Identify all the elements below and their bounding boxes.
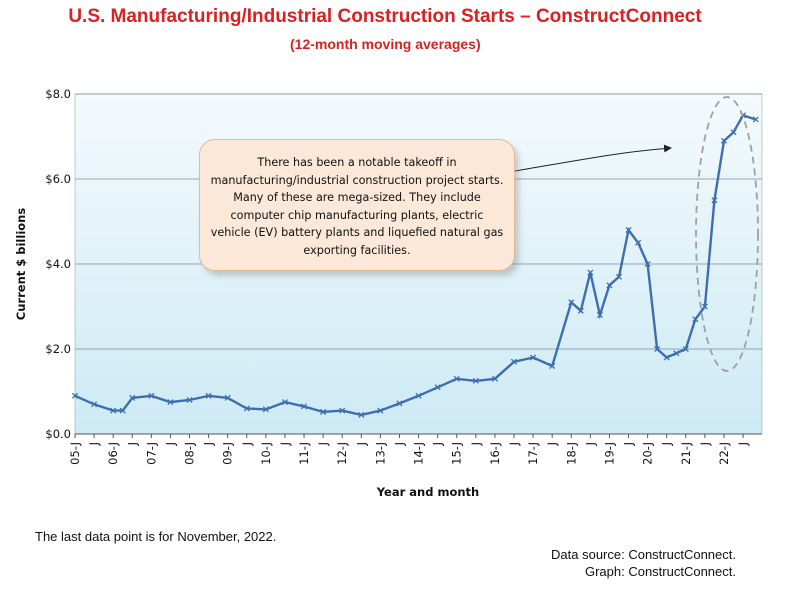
data-point-marker xyxy=(682,345,689,353)
x-tick-label: 16-J xyxy=(488,442,502,465)
data-point-marker xyxy=(377,407,384,414)
x-tick-label: 18-J xyxy=(564,442,578,465)
data-point-marker xyxy=(730,129,737,136)
x-tick-label: J xyxy=(431,442,445,446)
x-tick-label: 13-J xyxy=(373,442,387,465)
data-point-marker xyxy=(568,299,575,306)
source-credits: Data source: ConstructConnect. Graph: Co… xyxy=(551,546,736,580)
data-point-marker xyxy=(205,392,212,399)
x-tick-label: 09-J xyxy=(221,442,235,465)
data-point-marker xyxy=(673,350,680,357)
x-tick-label: 15-J xyxy=(450,442,464,465)
data-point-marker xyxy=(701,303,708,310)
y-tick-label: $0.0 xyxy=(45,427,71,441)
x-tick-label: 05-J xyxy=(68,442,82,465)
x-tick-label: J xyxy=(125,442,139,446)
x-tick-label: 10-J xyxy=(259,442,273,465)
data-point-marker xyxy=(415,392,422,399)
data-point-marker xyxy=(711,197,718,204)
y-tick-label: $4.0 xyxy=(45,257,71,271)
data-point-marker xyxy=(453,375,460,382)
data-point-marker xyxy=(577,307,584,314)
y-tick-label: $2.0 xyxy=(45,342,71,356)
chart-title: U.S. Manufacturing/Industrial Constructi… xyxy=(68,6,702,27)
data-point-marker xyxy=(752,116,759,123)
footnote: The last data point is for November, 202… xyxy=(35,529,277,544)
data-point-marker xyxy=(663,354,670,361)
x-tick-label: J xyxy=(622,442,636,446)
data-point-marker xyxy=(644,260,651,268)
data-point-marker xyxy=(587,269,594,276)
data-point-marker xyxy=(262,406,269,413)
data-point-marker xyxy=(129,394,136,401)
x-tick-label: 07-J xyxy=(144,442,158,465)
data-point-marker xyxy=(119,407,126,414)
y-tick-label: $6.0 xyxy=(45,172,71,186)
x-tick-label: 17-J xyxy=(526,442,540,465)
chart-subtitle: (12-month moving averages) xyxy=(290,36,481,52)
y-tick-label: $8.0 xyxy=(45,87,71,101)
data-point-marker xyxy=(606,282,613,289)
data-point-marker xyxy=(635,239,642,246)
x-tick-label: J xyxy=(163,442,177,446)
data-point-marker xyxy=(596,311,603,319)
data-point-marker xyxy=(281,399,289,406)
data-point-marker xyxy=(358,411,365,418)
x-tick-label: 19-J xyxy=(602,442,616,465)
x-tick-label: J xyxy=(469,442,483,446)
x-axis-label: Year and month xyxy=(376,485,479,499)
data-point-marker xyxy=(434,384,441,391)
data-point-marker xyxy=(148,392,155,399)
x-tick-label: J xyxy=(392,442,406,446)
data-point-marker xyxy=(71,392,79,399)
data-point-marker xyxy=(320,408,327,415)
x-tick-label: J xyxy=(240,442,254,446)
x-tick-label: 22-J xyxy=(717,442,731,465)
x-tick-label: J xyxy=(87,442,101,446)
x-tick-label: J xyxy=(660,442,674,446)
x-tick-label: J xyxy=(545,442,559,446)
graph-credit: Graph: ConstructConnect. xyxy=(584,564,736,579)
x-tick-label: J xyxy=(278,442,292,446)
x-tick-label: 06-J xyxy=(106,442,120,465)
data-point-marker xyxy=(186,396,193,404)
data-point-marker xyxy=(530,354,537,361)
data-point-marker xyxy=(300,403,308,410)
data-point-marker xyxy=(224,394,231,401)
data-point-marker xyxy=(110,407,117,414)
x-tick-label: J xyxy=(202,442,216,446)
x-tick-label: J xyxy=(507,442,521,446)
highlight-oval xyxy=(695,96,759,372)
data-point-marker xyxy=(549,362,556,370)
data-point-marker xyxy=(396,400,403,407)
data-point-marker xyxy=(472,377,479,384)
data-point-marker xyxy=(167,399,174,406)
y-axis-label: Current $ billions xyxy=(14,208,28,321)
annotation-callout: There has been a notable takeoff in manu… xyxy=(199,139,515,271)
x-tick-label: J xyxy=(736,442,750,446)
x-tick-label: J xyxy=(316,442,330,446)
x-tick-label: 14-J xyxy=(412,442,426,465)
x-tick-label: 08-J xyxy=(183,442,197,465)
data-point-marker xyxy=(339,407,346,414)
data-point-marker xyxy=(491,375,498,382)
x-tick-label: J xyxy=(698,442,712,446)
callout-arrow xyxy=(514,144,672,172)
data-point-marker xyxy=(243,405,250,412)
x-tick-label: J xyxy=(583,442,597,446)
data-point-marker xyxy=(654,345,661,353)
data-point-marker xyxy=(510,358,518,365)
data-point-marker xyxy=(91,401,98,408)
data-point-marker xyxy=(615,273,623,280)
data-point-marker xyxy=(625,226,632,234)
x-tick-label: 20-J xyxy=(641,442,655,465)
data-source: Data source: ConstructConnect. xyxy=(551,547,736,562)
x-tick-label: 21-J xyxy=(679,442,693,465)
x-tick-label: J xyxy=(354,442,368,446)
x-tick-label: 11-J xyxy=(297,442,311,465)
x-tick-label: 12-J xyxy=(335,442,349,465)
data-point-marker xyxy=(692,316,699,323)
data-point-marker xyxy=(720,137,728,144)
